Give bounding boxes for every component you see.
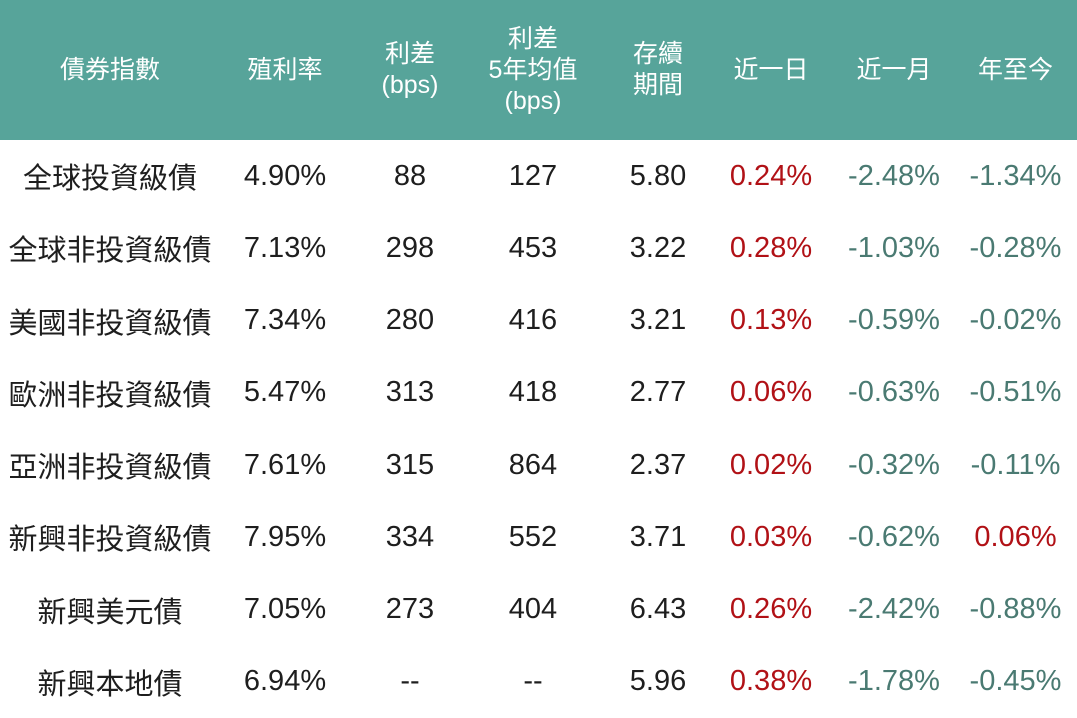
change-ytd: -0.45% [969, 665, 1062, 698]
change-1month: -2.42% [848, 593, 940, 626]
bond-index-name: 歐洲非投資級債 [8, 379, 212, 412]
bond-index-name: 全球非投資級債 [8, 235, 212, 268]
change-1month: -0.62% [848, 520, 940, 553]
table-body: 全球投資級債 4.90% 88 127 5.80 0.24% -2.48% -1… [0, 140, 1077, 718]
change-1day: 0.24% [729, 159, 813, 192]
table-row: 歐洲非投資級債 5.47% 313 418 2.77 0.06% -0.63% … [0, 357, 1077, 429]
bond-index-name: 新興非投資級債 [8, 524, 212, 557]
spread-5y-avg-value: 416 [508, 304, 558, 337]
bond-index-name: 美國非投資級債 [8, 307, 212, 340]
col-header-ytd: 年至今 [966, 0, 1077, 140]
change-ytd: -0.51% [969, 376, 1062, 409]
table-row: 全球非投資級債 7.13% 298 453 3.22 0.28% -1.03% … [0, 212, 1077, 284]
duration-value: 3.71 [629, 520, 687, 553]
spread-5y-avg-value: 453 [508, 231, 558, 264]
spread-5y-avg-value: 552 [508, 520, 558, 553]
bond-index-name: 新興本地債 [37, 668, 183, 701]
change-1day: 0.26% [729, 593, 813, 626]
duration-value: 2.77 [629, 376, 687, 409]
yield-value: 4.90% [243, 159, 327, 192]
change-1month: -2.48% [848, 159, 940, 192]
change-1month: -0.59% [848, 304, 940, 337]
bond-index-name: 亞洲非投資級債 [8, 452, 212, 485]
col-header-spread: 利差 (bps) [350, 0, 470, 140]
duration-value: 5.80 [629, 159, 687, 192]
yield-value: 7.13% [243, 231, 327, 264]
spread-5y-avg-value: 127 [508, 159, 558, 192]
table-header: 債券指數 殖利率 利差 (bps) 利差 5年均值 (bps) 存續 期間 近一… [0, 0, 1077, 140]
change-1day: 0.06% [729, 376, 813, 409]
table-row: 亞洲非投資級債 7.61% 315 864 2.37 0.02% -0.32% … [0, 429, 1077, 501]
spread-value: 88 [393, 159, 427, 192]
spread-5y-avg-value: -- [523, 665, 543, 698]
change-1day: 0.03% [729, 520, 813, 553]
yield-value: 6.94% [243, 665, 327, 698]
change-1month: -0.63% [848, 376, 940, 409]
table-row: 新興美元債 7.05% 273 404 6.43 0.26% -2.42% -0… [0, 574, 1077, 646]
col-header-duration: 存續 期間 [596, 0, 720, 140]
change-1month: -1.78% [848, 665, 940, 698]
spread-value: 315 [385, 448, 435, 481]
yield-value: 5.47% [243, 376, 327, 409]
change-1day: 0.13% [729, 304, 813, 337]
spread-value: 298 [385, 231, 435, 264]
duration-value: 6.43 [629, 593, 687, 626]
col-header-bond-index: 債券指數 [0, 0, 220, 140]
change-ytd: -0.88% [969, 593, 1062, 626]
spread-value: 273 [385, 593, 435, 626]
change-ytd: -0.02% [969, 304, 1062, 337]
yield-value: 7.95% [243, 520, 327, 553]
change-1day: 0.02% [729, 448, 813, 481]
change-1day: 0.28% [729, 231, 813, 264]
header-row: 債券指數 殖利率 利差 (bps) 利差 5年均值 (bps) 存續 期間 近一… [0, 0, 1077, 140]
duration-value: 2.37 [629, 448, 687, 481]
col-header-1month: 近一月 [822, 0, 966, 140]
duration-value: 5.96 [629, 665, 687, 698]
col-header-spread-5y-avg: 利差 5年均值 (bps) [470, 0, 596, 140]
spread-5y-avg-value: 864 [508, 448, 558, 481]
bond-index-name: 新興美元債 [37, 596, 183, 629]
spread-value: 334 [385, 520, 435, 553]
yield-value: 7.05% [243, 593, 327, 626]
col-header-yield: 殖利率 [220, 0, 350, 140]
table-row: 新興本地債 6.94% -- -- 5.96 0.38% -1.78% -0.4… [0, 646, 1077, 718]
change-ytd: -0.28% [969, 231, 1062, 264]
spread-value: 280 [385, 304, 435, 337]
yield-value: 7.61% [243, 448, 327, 481]
spread-value: -- [400, 665, 420, 698]
col-header-1day: 近一日 [720, 0, 822, 140]
duration-value: 3.22 [629, 231, 687, 264]
table-row: 新興非投資級債 7.95% 334 552 3.71 0.03% -0.62% … [0, 501, 1077, 573]
change-ytd: -0.11% [970, 448, 1061, 481]
table-row: 美國非投資級債 7.34% 280 416 3.21 0.13% -0.59% … [0, 285, 1077, 357]
bond-index-name: 全球投資級債 [22, 163, 197, 196]
spread-5y-avg-value: 418 [508, 376, 558, 409]
yield-value: 7.34% [243, 304, 327, 337]
spread-value: 313 [385, 376, 435, 409]
table-row: 全球投資級債 4.90% 88 127 5.80 0.24% -2.48% -1… [0, 140, 1077, 212]
change-1day: 0.38% [729, 665, 813, 698]
change-ytd: -1.34% [969, 159, 1062, 192]
spread-5y-avg-value: 404 [508, 593, 558, 626]
change-1month: -1.03% [848, 231, 940, 264]
change-ytd: 0.06% [974, 520, 1057, 553]
change-1month: -0.32% [848, 448, 940, 481]
duration-value: 3.21 [629, 304, 687, 337]
